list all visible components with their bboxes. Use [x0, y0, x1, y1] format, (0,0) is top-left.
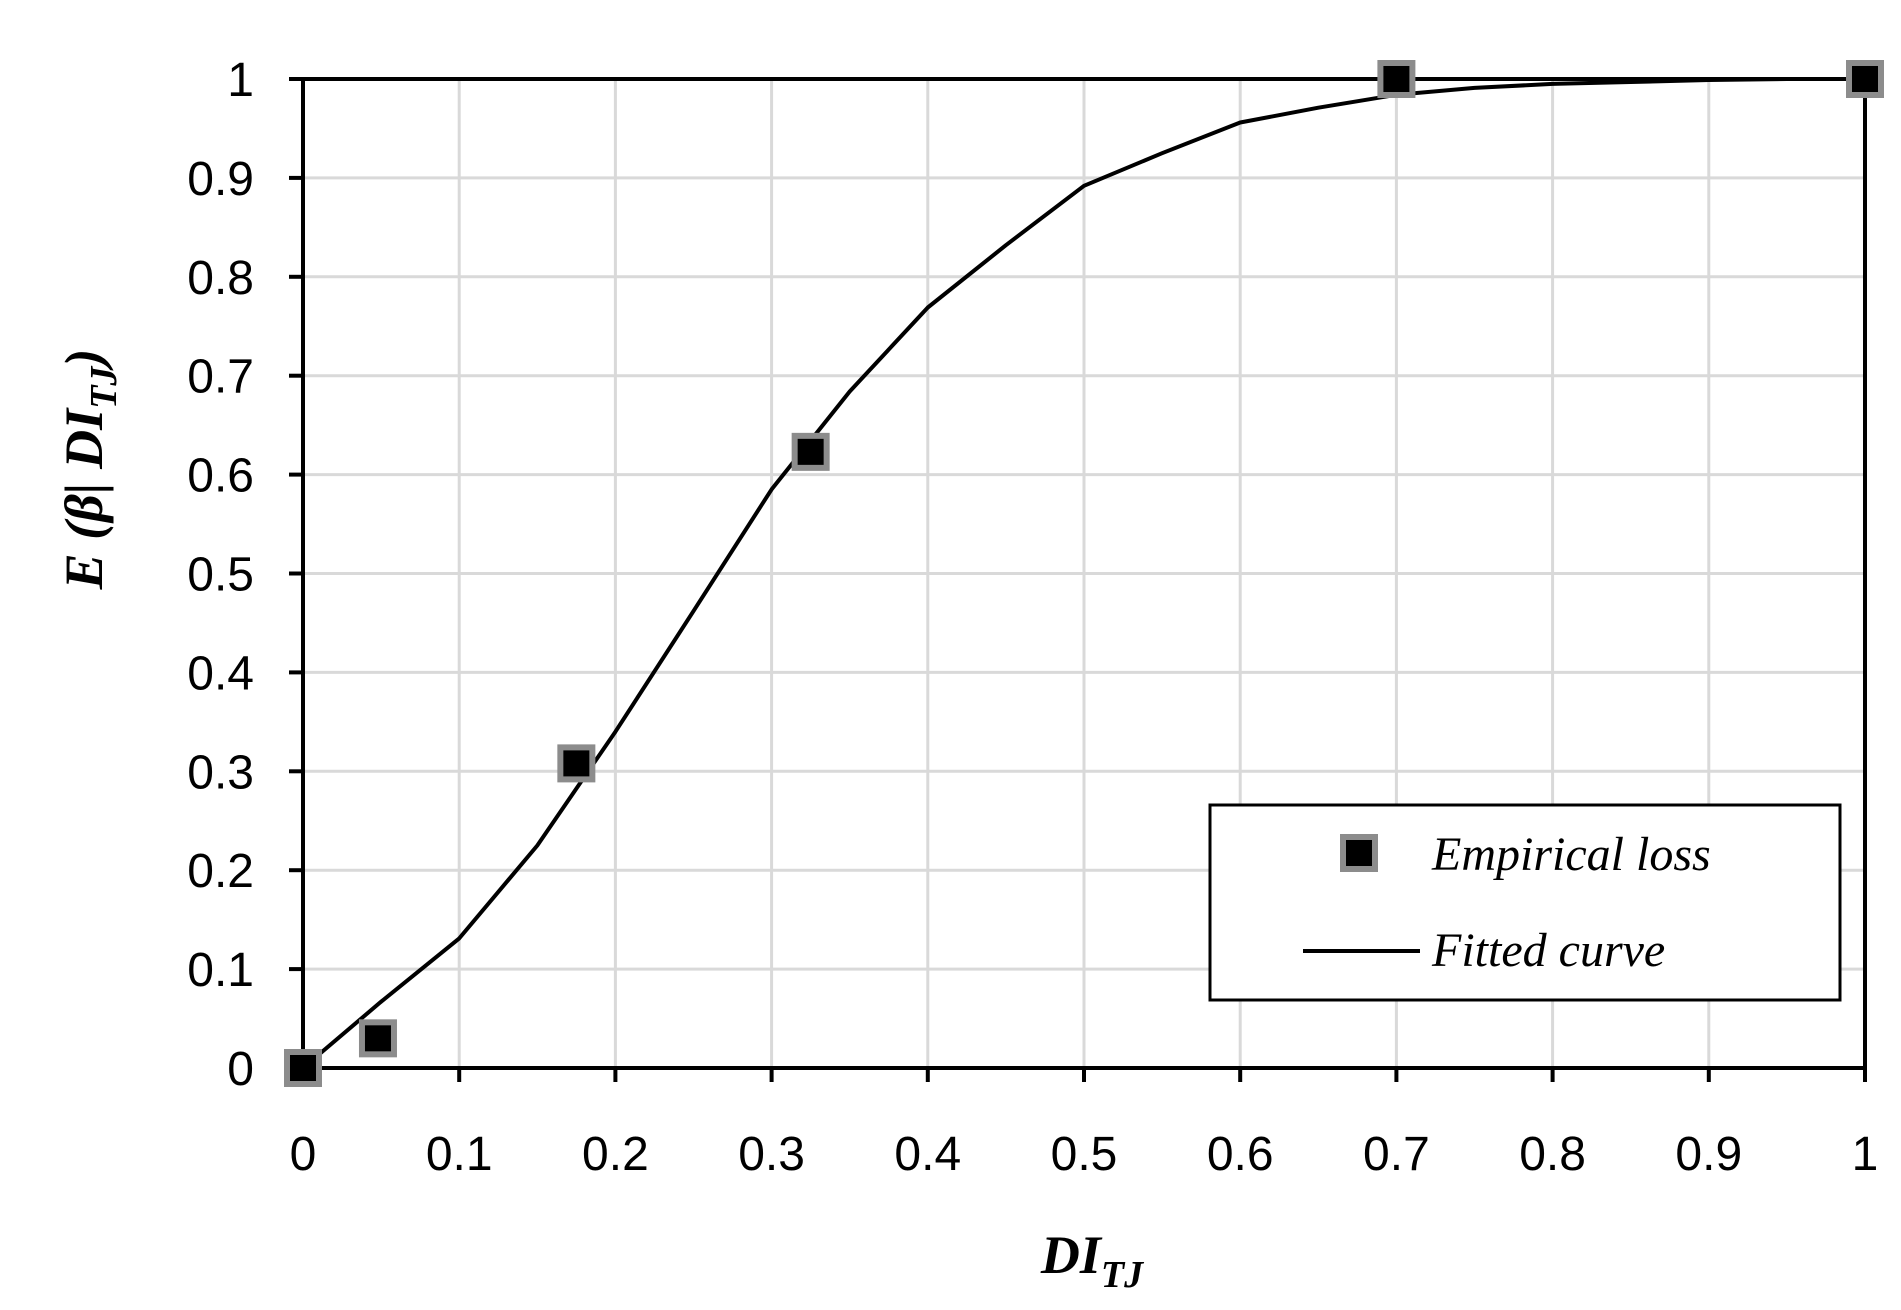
x-tick-label: 0.2: [582, 1128, 649, 1181]
legend-label-empirical: Empirical loss: [1431, 828, 1711, 881]
y-axis-title-beta: β: [54, 494, 114, 524]
legend: Empirical loss Fitted curve: [1208, 803, 1842, 1002]
x-axis-title-main: DI: [1040, 1225, 1103, 1285]
legend-box: [1208, 803, 1842, 1002]
x-tick-label: 0.1: [426, 1128, 493, 1181]
y-tick-label: 1: [227, 54, 254, 107]
y-axis-title-main: DI: [54, 407, 114, 470]
y-tick-label: 0.5: [187, 549, 254, 602]
x-tick-label: 0.3: [738, 1128, 805, 1181]
y-tick-labels: 0 0.1 0.2 0.3 0.4 0.5 0.6 0.7 0.8 0.9 1: [187, 54, 254, 1096]
y-tick-label: 0.7: [187, 351, 254, 404]
x-tick-label: 0.8: [1519, 1128, 1586, 1181]
x-tick-label: 0.4: [894, 1128, 961, 1181]
x-tick-label: 1: [1852, 1128, 1879, 1181]
x-tick-label: 0.6: [1207, 1128, 1274, 1181]
y-axis-title-sub: TJ: [83, 366, 125, 409]
y-axis-title: E (β| DITJ): [54, 349, 125, 591]
x-tick-label: 0: [290, 1128, 317, 1181]
y-tick-label: 0.4: [187, 647, 254, 700]
x-axis-title-sub: TJ: [1101, 1254, 1144, 1296]
y-tick-label: 0: [227, 1043, 254, 1096]
x-tick-label: 0.9: [1675, 1128, 1742, 1181]
legend-label-fitted: Fitted curve: [1431, 924, 1665, 977]
y-tick-label: 0.3: [187, 746, 254, 799]
y-tick-label: 0.2: [187, 845, 254, 898]
legend-marker-empirical: [1340, 834, 1378, 872]
y-tick-label: 0.1: [187, 944, 254, 997]
y-tick-label: 0.6: [187, 450, 254, 503]
empirical-loss-point: [358, 1019, 397, 1058]
empirical-loss-point: [1377, 60, 1416, 98]
series-layer: [284, 60, 1884, 1087]
y-axis-title-bar: |: [54, 469, 114, 494]
x-axis-title: DITJ: [1040, 1225, 1144, 1296]
empirical-loss-point: [1846, 60, 1884, 98]
x-tick-labels: 0 0.1 0.2 0.3 0.4 0.5 0.6 0.7 0.8 0.9 1: [290, 1128, 1879, 1181]
empirical-loss-point: [557, 744, 596, 783]
empirical-loss-point: [284, 1049, 322, 1087]
empirical-loss-point: [791, 432, 830, 471]
x-tick-label: 0.7: [1363, 1128, 1430, 1181]
y-tick-label: 0.8: [187, 252, 254, 305]
y-axis-title-prefix: E (: [54, 518, 114, 591]
y-tick-label: 0.9: [187, 153, 254, 206]
x-tick-label: 0.5: [1051, 1128, 1118, 1181]
fitted-curve-line: [301, 77, 1865, 1070]
axis-ticks: [289, 77, 1867, 1082]
y-axis-title-suffix: ): [54, 349, 114, 372]
